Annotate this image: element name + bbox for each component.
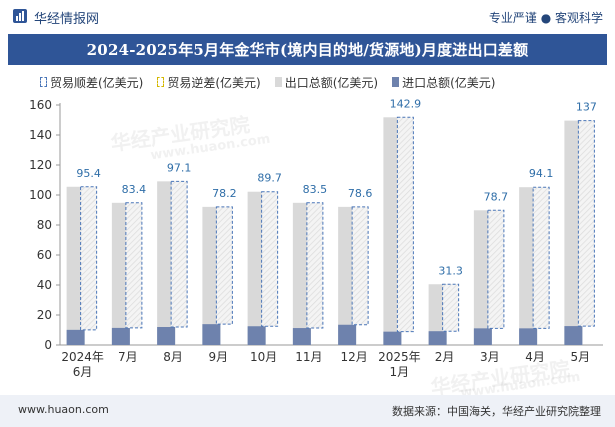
surplus-value-label: 83.5 [303,183,328,196]
import-bar [564,326,583,345]
surplus-bar [577,120,595,327]
surplus-value-label: 78.7 [484,190,509,203]
surplus-bar [351,206,369,326]
legend-swatch-export [274,77,282,87]
y-tick-label: 40 [37,278,52,292]
legend-swatch-deficit [157,77,165,87]
import-bar [157,327,176,345]
surplus-value-label: 94.1 [529,167,554,180]
surplus-bar [215,206,233,325]
surplus-value-label: 31.3 [438,264,463,277]
x-tick-label: 9月 [209,350,229,364]
surplus-bar [261,191,279,327]
x-tick-label: 12月 [340,350,367,364]
x-tick-label: 10月 [250,350,277,364]
surplus-bar [80,186,98,331]
footer-source: 数据来源：中国海关，华经产业研究院整理 [392,405,601,418]
export-bar [383,117,402,345]
y-tick-label: 160 [29,98,52,112]
import-bar [247,326,266,345]
y-tick-label: 0 [44,338,52,352]
import-bar [66,329,85,345]
brand-name: 华经情报网 [34,12,100,27]
surplus-bar [396,116,414,333]
surplus-bar [487,209,505,329]
x-tick-label: 1月 [390,365,410,379]
legend-swatch-import [392,77,400,87]
surplus-value-label: 142.9 [390,97,422,110]
import-bar [202,324,221,345]
legend: 贸易顺差(亿美元) 贸易逆差(亿美元) 出口总额(亿美元) 进口总额(亿美元) [40,72,600,92]
top-bar: 华经情报网 专业严谨 ● 客观科学 [0,0,615,34]
export-bar [338,206,357,345]
surplus-value-label: 78.6 [348,187,373,200]
legend-label-export: 出口总额(亿美元) [284,75,379,90]
surplus-value-label: 89.7 [257,172,282,185]
legend-item-surplus: 贸易顺差(亿美元) [40,74,143,91]
surplus-bar [306,202,324,329]
import-bar [111,327,130,345]
legend-item-export: 出口总额(亿美元) [274,74,379,91]
x-tick-label: 6月 [73,365,93,379]
legend-label-surplus: 贸易顺差(亿美元) [50,75,144,90]
surplus-value-label: 97.1 [167,161,192,174]
x-tick-label: 2025年 [378,350,421,364]
export-bar [66,186,85,345]
import-bar [338,324,357,345]
legend-label-deficit: 贸易逆差(亿美元) [167,75,261,90]
surplus-value-label: 137 [576,101,597,114]
footer: www.huaon.com 数据来源：中国海关，华经产业研究院整理 [0,395,615,427]
surplus-value-label: 83.4 [122,183,147,196]
surplus-bar [442,283,460,332]
chart-title: 2024-2025年5月年金华市(境内目的地/货源地)月度进出口差额 [86,41,529,59]
x-tick-label: 3月 [480,350,500,364]
x-tick-label: 2月 [435,350,455,364]
surplus-bar [532,186,550,329]
legend-swatch-surplus [40,77,47,87]
x-tick-label: 2024年 [61,350,104,364]
surplus-bar [170,180,188,328]
surplus-value-label: 95.4 [76,167,101,180]
y-tick-label: 140 [29,128,52,142]
x-tick-label: 11月 [295,350,322,364]
surplus-value-label: 78.2 [212,187,237,200]
footer-site: www.huaon.com [18,403,109,416]
legend-item-import: 进口总额(亿美元) [392,74,496,91]
legend-label-import: 进口总额(亿美元) [402,75,496,90]
x-tick-label: 5月 [571,350,591,364]
import-bar [383,331,402,345]
import-bar [292,328,311,345]
y-tick-label: 20 [37,308,52,322]
import-bar [519,328,538,345]
title-bar: 2024-2025年5月年金华市(境内目的地/货源地)月度进出口差额 [8,34,607,65]
surplus-bar [125,202,143,329]
y-tick-label: 120 [29,158,52,172]
legend-item-deficit: 贸易逆差(亿美元) [157,74,261,91]
x-tick-label: 8月 [163,350,183,364]
y-tick-label: 60 [37,248,52,262]
y-tick-label: 80 [37,218,52,232]
import-bar [473,328,492,345]
y-tick-label: 100 [29,188,52,202]
tagline: 专业严谨 ● 客观科学 [488,11,603,25]
import-bar [428,331,447,345]
logo-icon [13,9,27,23]
x-tick-label: 7月 [118,350,138,364]
x-tick-label: 4月 [525,350,545,364]
